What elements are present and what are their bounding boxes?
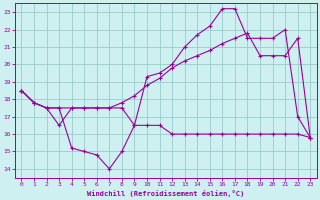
X-axis label: Windchill (Refroidissement éolien,°C): Windchill (Refroidissement éolien,°C) [87, 190, 244, 197]
